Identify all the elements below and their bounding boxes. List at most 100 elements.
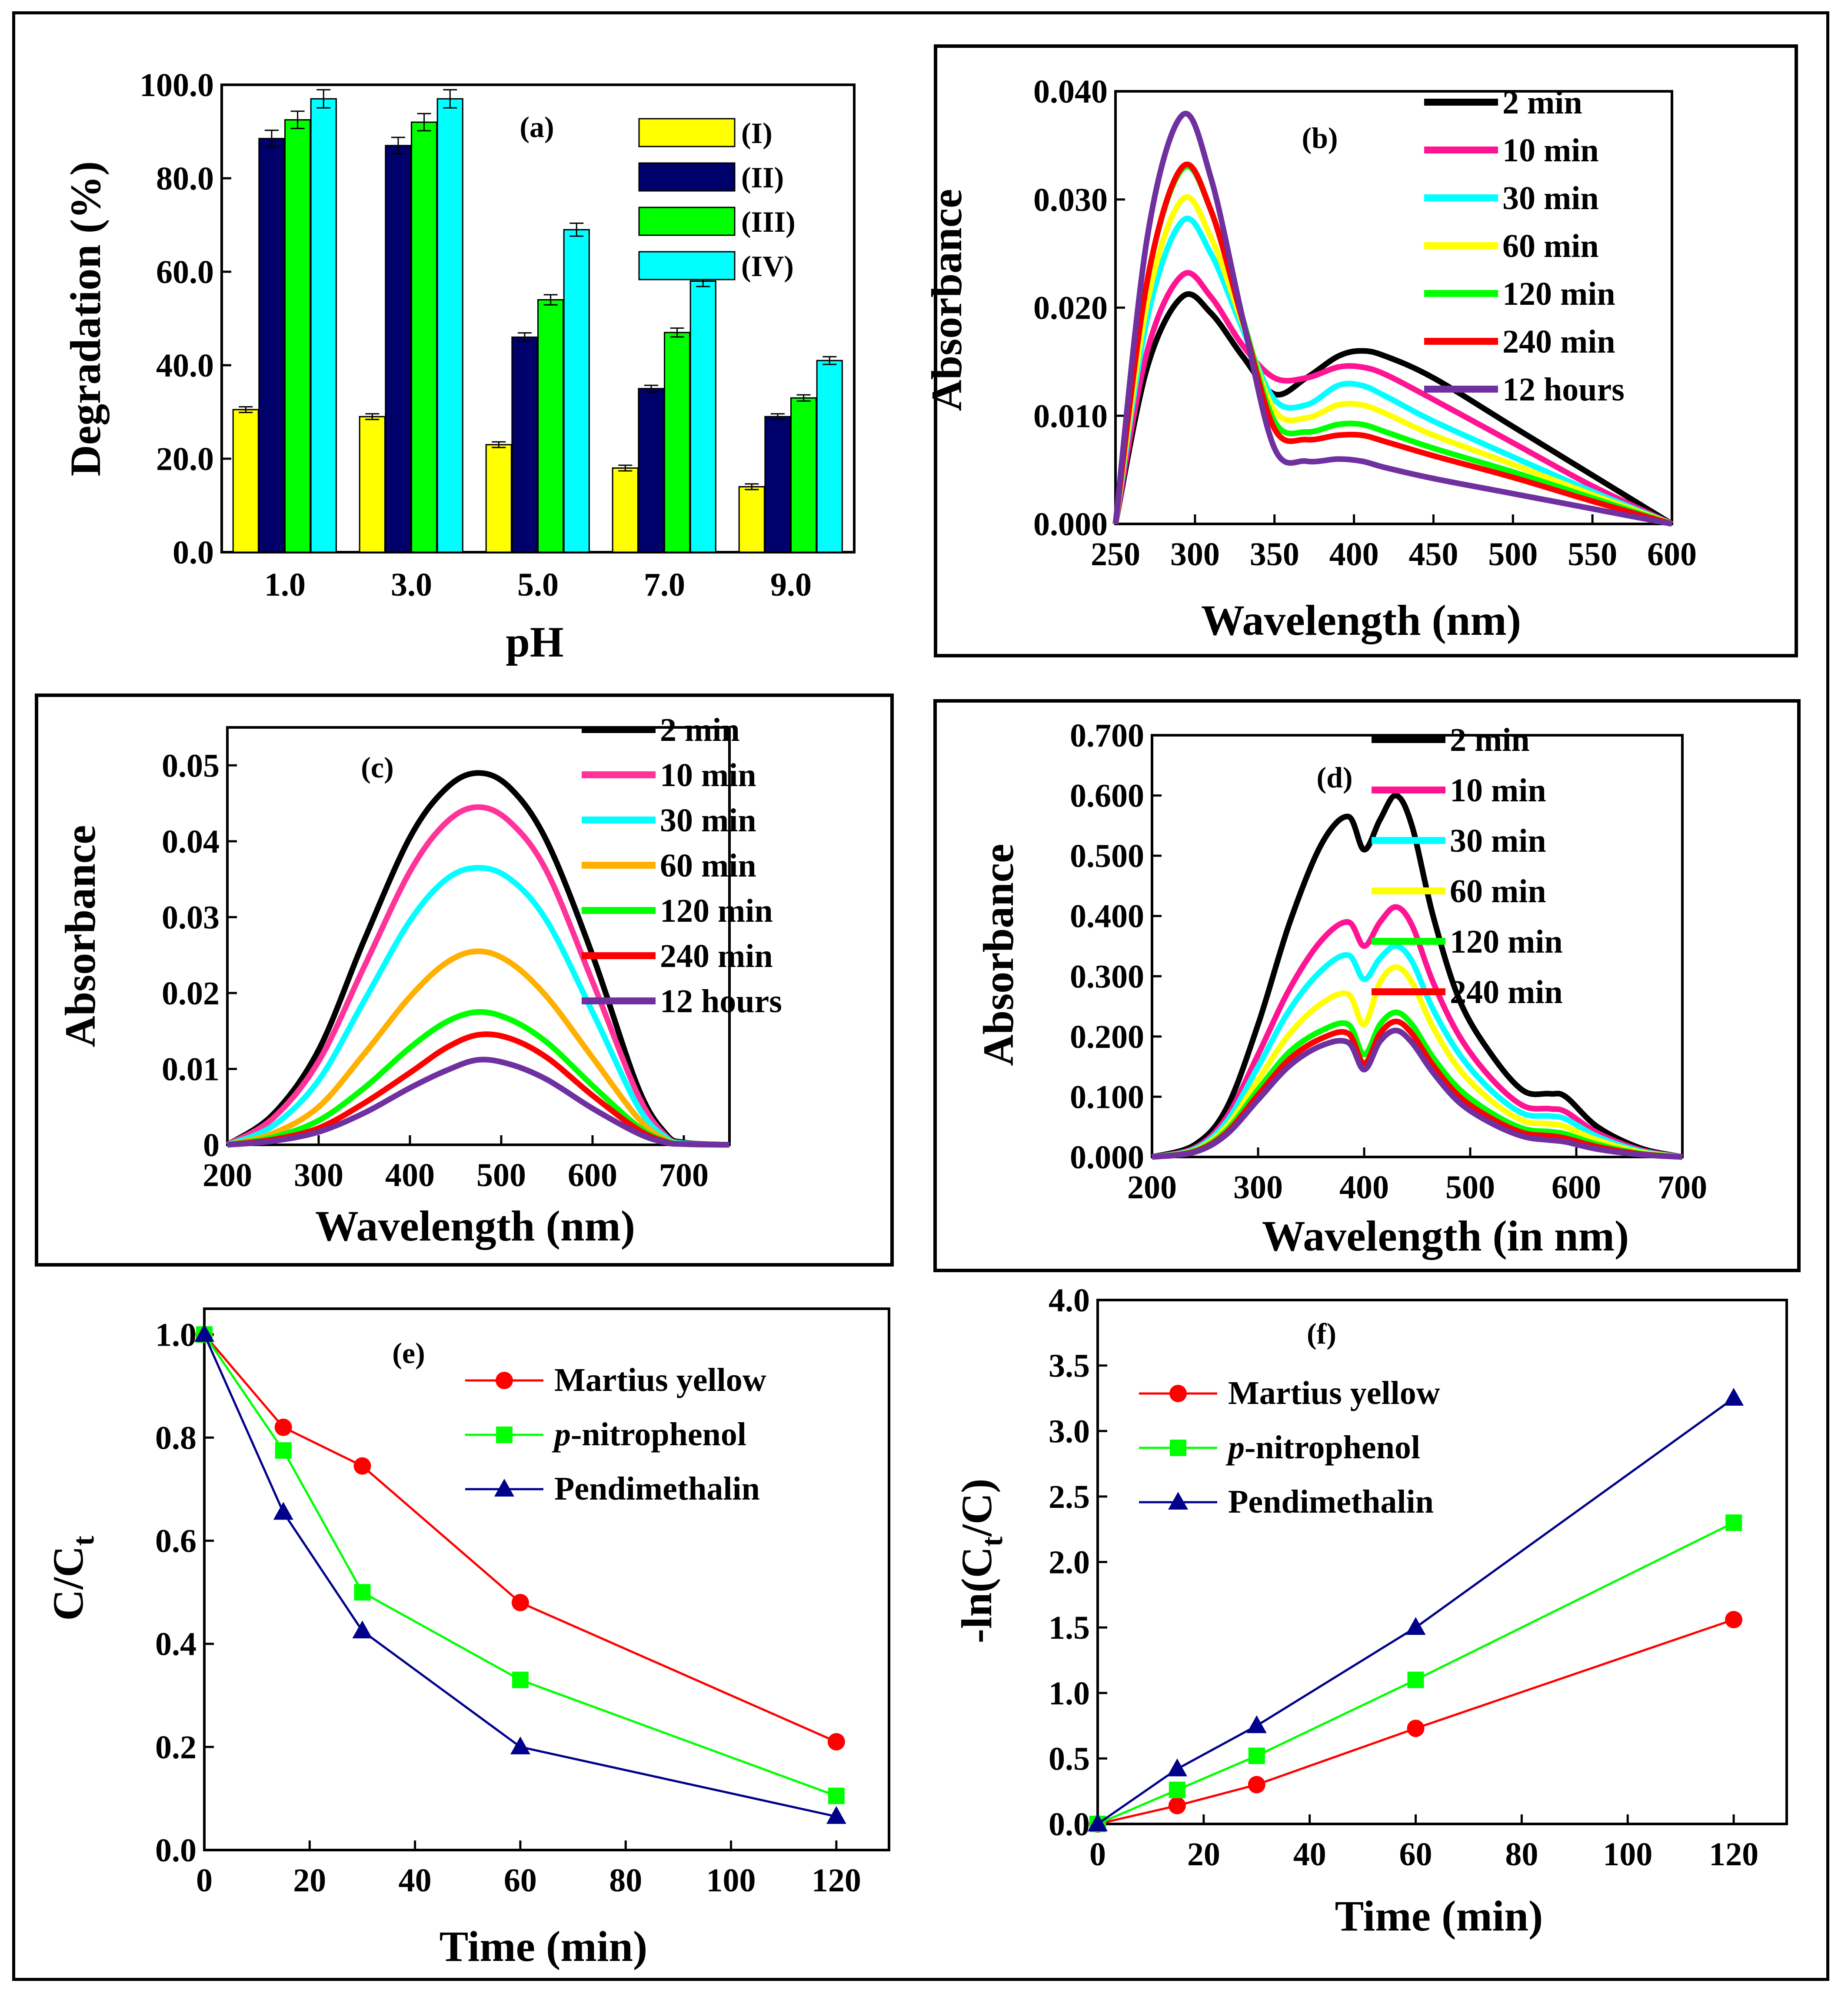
y-tick-label: 0.04 (162, 823, 220, 860)
bar (232, 409, 259, 553)
legend-label: 10 min (1502, 132, 1599, 169)
data-point (1088, 1814, 1108, 1831)
bar (612, 467, 639, 553)
legend-marker (1170, 1440, 1186, 1456)
error-bar (239, 406, 253, 413)
y-tick-label: 0.600 (1070, 778, 1144, 814)
data-point (1725, 1514, 1742, 1531)
x-tick-label: 400 (1339, 1169, 1389, 1206)
legend-label-text: Martius yellow (1228, 1375, 1440, 1411)
y-axis-title: Absorbance (56, 825, 104, 1047)
data-point (1248, 1776, 1265, 1794)
x-tick-label: 300 (1170, 536, 1220, 573)
y-axis-title: Absorbance (922, 189, 971, 411)
x-tick-label: 400 (385, 1157, 435, 1194)
panel-label: (d) (1316, 761, 1352, 794)
x-tick-label: 3.0 (391, 567, 432, 603)
series-line (203, 1334, 837, 1797)
panel-label: (b) (1302, 121, 1338, 154)
bar (284, 119, 311, 553)
y-axis-title: -ln(Ct/C) (952, 1479, 1009, 1644)
legend-swatch (638, 207, 736, 236)
bar (764, 416, 791, 553)
data-point (510, 1736, 530, 1754)
x-axis-title: Wavelength (nm) (1201, 596, 1521, 644)
error-bar (316, 89, 331, 109)
y-tick-label: 0.000 (1033, 506, 1108, 543)
bar (563, 229, 590, 553)
y-axis-title: C/Ct (44, 1536, 100, 1621)
data-point (353, 1457, 371, 1475)
legend-label: (III) (741, 205, 796, 238)
y-axis-title-subscript: t (976, 1537, 1009, 1547)
x-axis-title: Wavelength (nm) (315, 1202, 635, 1250)
x-tick-label: 40 (1293, 1836, 1326, 1873)
x-tick-label: 700 (659, 1157, 709, 1194)
y-tick-label: 0.010 (1033, 398, 1108, 434)
error-bar (290, 110, 305, 130)
x-tick-label: 250 (1091, 536, 1140, 573)
y-axis-title: Absorbance (974, 843, 1022, 1066)
y-tick-label: 0.5 (1049, 1740, 1090, 1777)
data-point (512, 1671, 529, 1688)
legend-label: Pendimethalin (1228, 1484, 1434, 1520)
y-tick-label: 1.0 (155, 1317, 196, 1353)
bar (385, 145, 412, 553)
y-tick-label: 0.02 (162, 975, 220, 1012)
y-tick-label: 0.0 (1049, 1806, 1090, 1843)
spectrum-line (226, 865, 730, 1148)
x-tick-label: 550 (1568, 536, 1617, 573)
legend-marker (494, 1479, 514, 1497)
spectrum-line (1112, 270, 1673, 527)
error-bar (417, 113, 431, 132)
bar (411, 121, 438, 553)
legend-label: Pendimethalin (554, 1470, 760, 1507)
y-tick-label: 0.01 (162, 1051, 220, 1087)
y-tick-label: 0 (203, 1127, 220, 1164)
y-tick-label: 0.4 (155, 1626, 196, 1663)
legend-label: (II) (741, 161, 784, 194)
y-tick-label: 0.100 (1070, 1079, 1144, 1115)
spectrum-line (1112, 216, 1673, 527)
x-tick-label: 9.0 (770, 567, 812, 603)
x-tick-label: 450 (1408, 536, 1458, 573)
y-tick-label: 0.0 (155, 1832, 196, 1869)
data-point (274, 1418, 292, 1436)
y-tick-label: 4.0 (1049, 1282, 1090, 1319)
legend-label: 2 min (1450, 722, 1530, 758)
y-tick-label: 0.030 (1033, 182, 1108, 218)
data-point (194, 1324, 214, 1342)
y-tick-label: 2.5 (1049, 1479, 1090, 1515)
y-tick-label: 0.03 (162, 899, 220, 936)
spectrum-line (1112, 110, 1673, 527)
panel-d-line-chart: 0.000 0.100 0.200 0.300 0.400 0.500 0.600 0.700… (933, 699, 1801, 1272)
x-axis-title: Wavelength (in nm) (1262, 1212, 1629, 1260)
spectrum-line (1152, 1009, 1683, 1160)
error-bar (796, 394, 811, 402)
data-point (827, 1733, 845, 1750)
x-axis-title: pH (506, 618, 563, 666)
data-point (511, 1594, 529, 1611)
error-bar (391, 137, 405, 154)
data-point (1246, 1715, 1267, 1734)
x-tick-label: 500 (1488, 536, 1538, 573)
panel-a-bar-chart: 0.0 20.0 40.0 60.0 80.0 100.0 1.0 3.0 5.0 7.0 9.0 (… (26, 26, 887, 678)
spectrum-line (1151, 793, 1683, 1160)
legend-label: 10 min (1450, 772, 1546, 809)
x-tick-label: 1.0 (264, 567, 306, 603)
y-tick-label: 0.500 (1070, 838, 1144, 874)
data-point (273, 1502, 293, 1520)
legend-marker (496, 1427, 513, 1443)
figure-frame (12, 11, 1829, 1981)
bar (436, 98, 463, 553)
data-point (1407, 1720, 1425, 1737)
y-tick-label: 0.0 (173, 534, 214, 571)
error-bar (264, 130, 279, 148)
bar (689, 280, 716, 553)
legend-label: 240 min (1450, 974, 1563, 1010)
panel-label: (c) (361, 751, 393, 784)
legend-label: 10 min (660, 757, 756, 793)
x-tick-label: 400 (1329, 536, 1379, 573)
x-tick-label: 40 (399, 1862, 432, 1899)
panel-f-svg: 0.0 0.5 1.0 1.5 2.0 2.5 3.0 3.5 4.0 0 20 40 60 80 100 1… (952, 1282, 1788, 1940)
